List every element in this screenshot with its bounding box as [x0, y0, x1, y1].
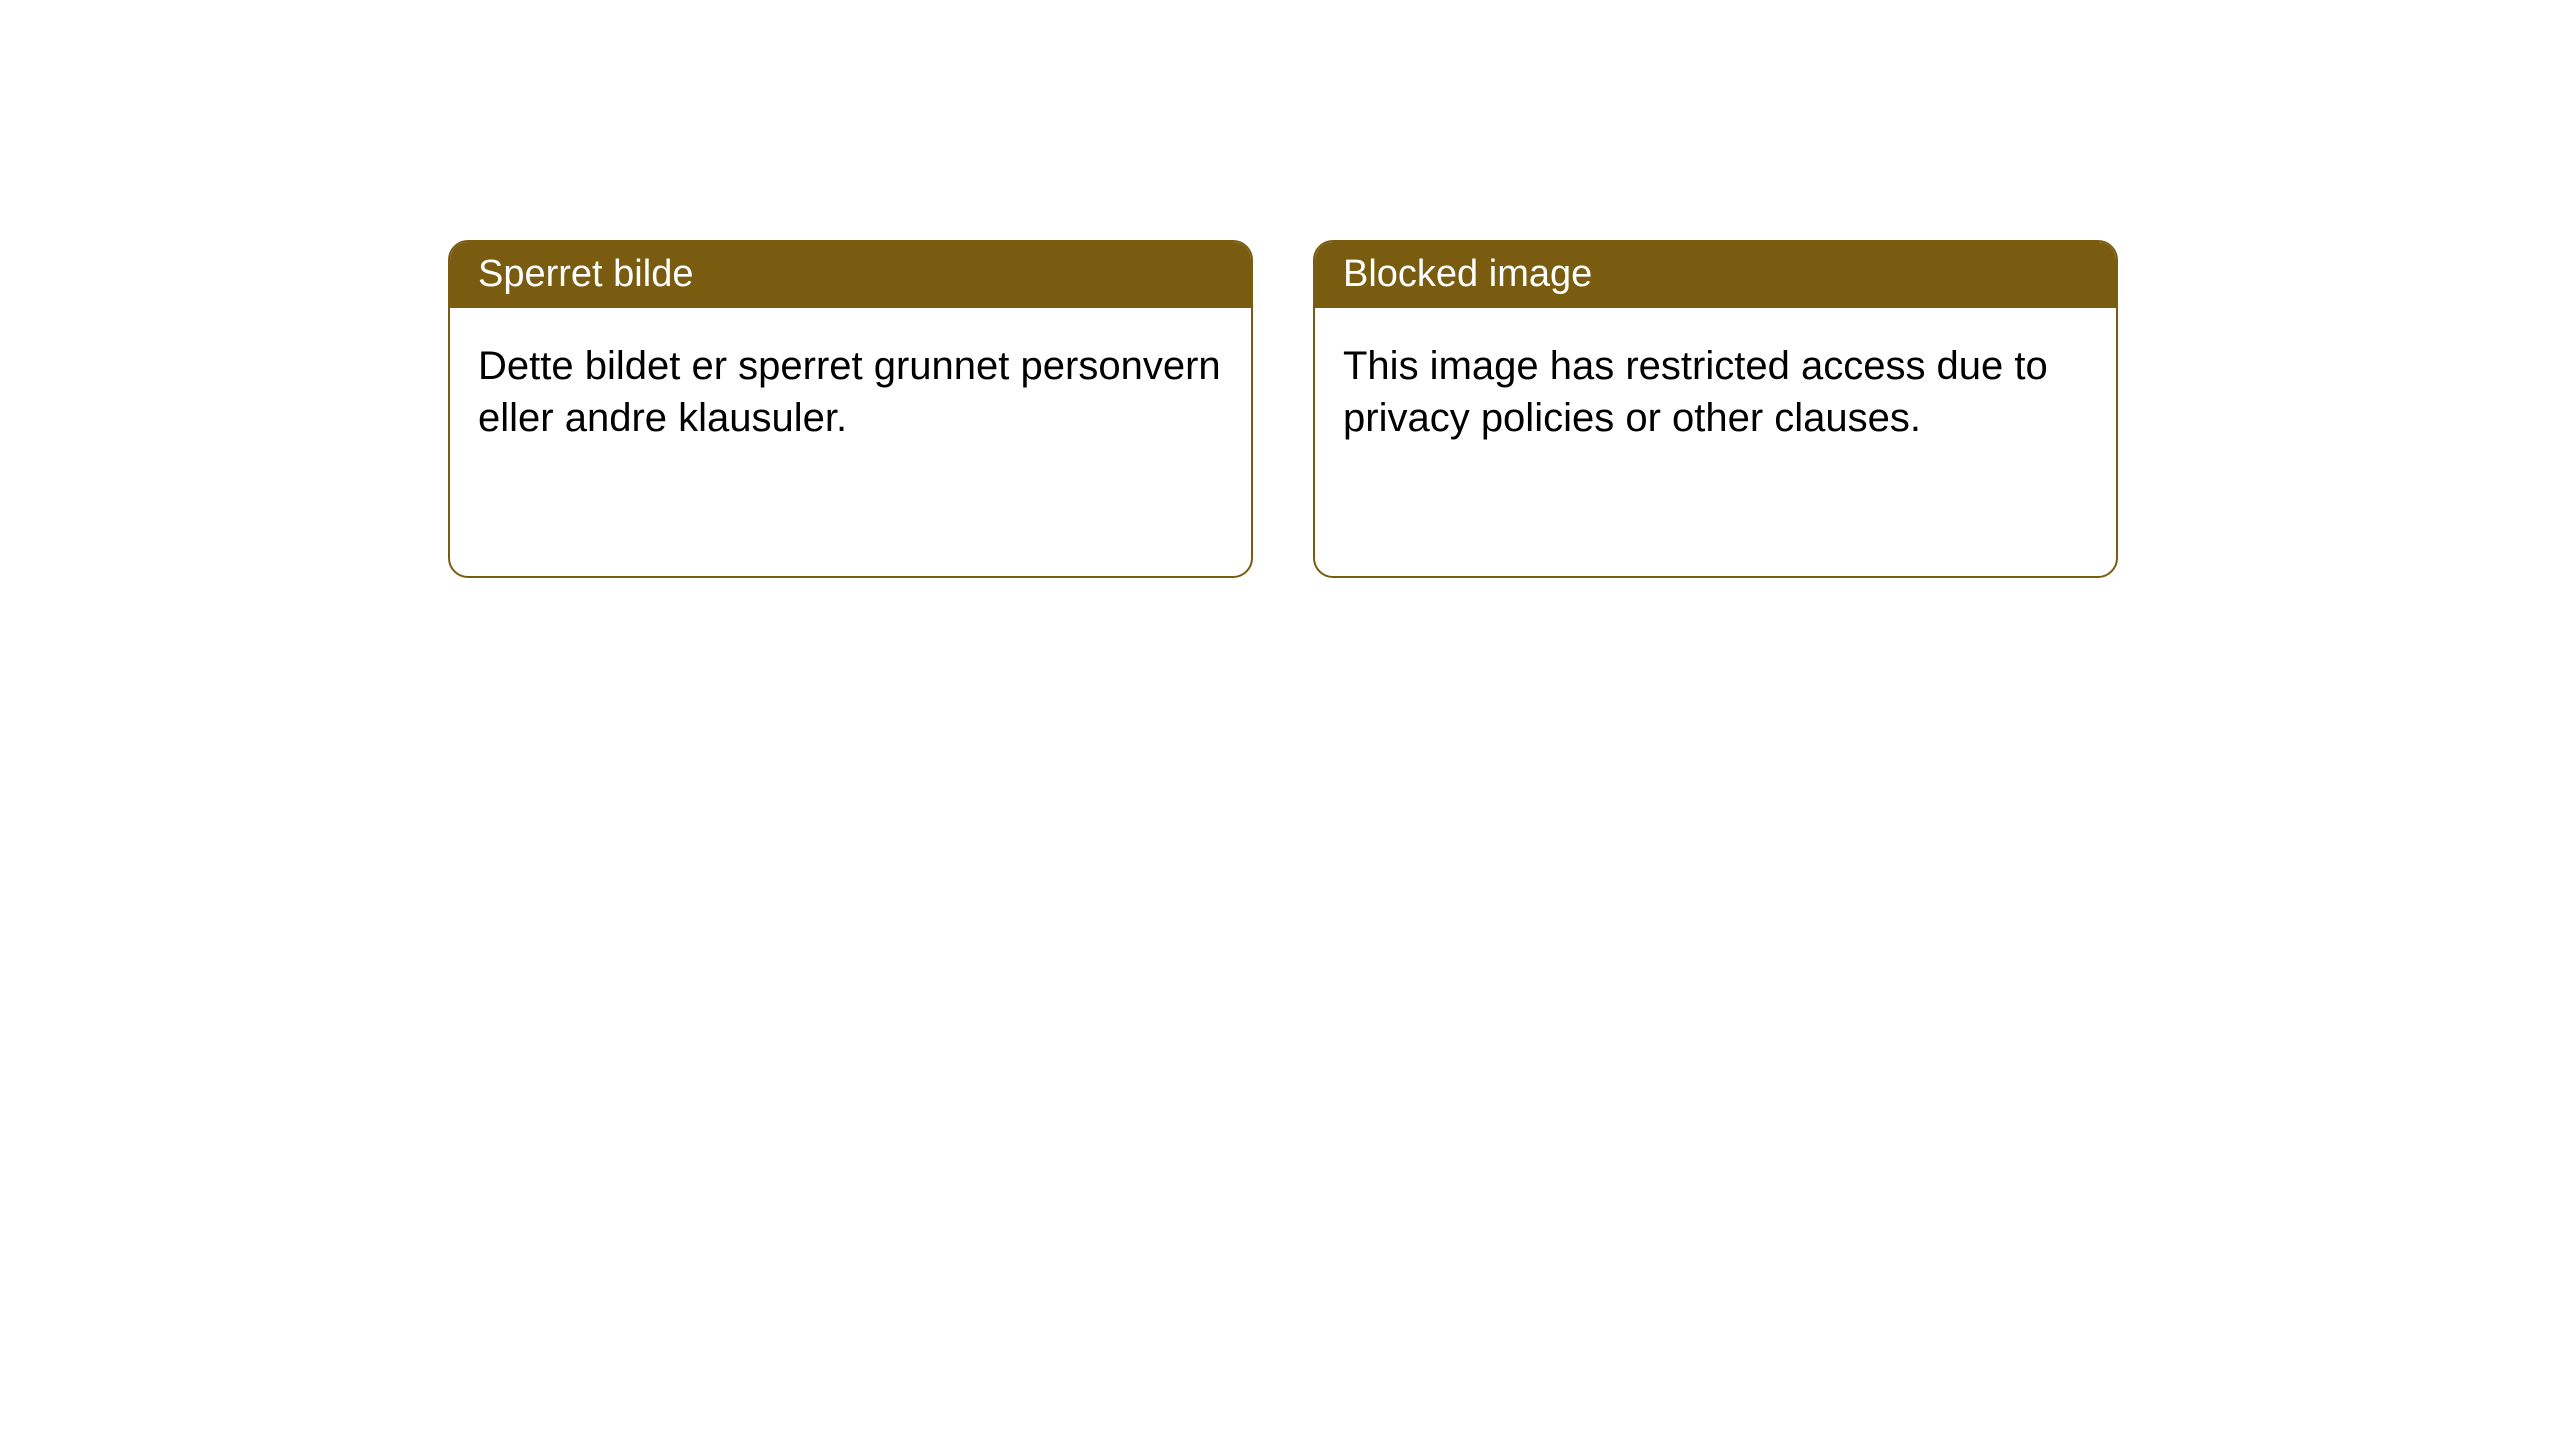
notice-container: Sperret bilde Dette bildet er sperret gr… [0, 0, 2560, 578]
notice-card-english: Blocked image This image has restricted … [1313, 240, 2118, 578]
notice-body: Dette bildet er sperret grunnet personve… [450, 308, 1251, 476]
notice-card-norwegian: Sperret bilde Dette bildet er sperret gr… [448, 240, 1253, 578]
notice-body: This image has restricted access due to … [1315, 308, 2116, 476]
notice-header: Blocked image [1315, 242, 2116, 308]
notice-header: Sperret bilde [450, 242, 1251, 308]
